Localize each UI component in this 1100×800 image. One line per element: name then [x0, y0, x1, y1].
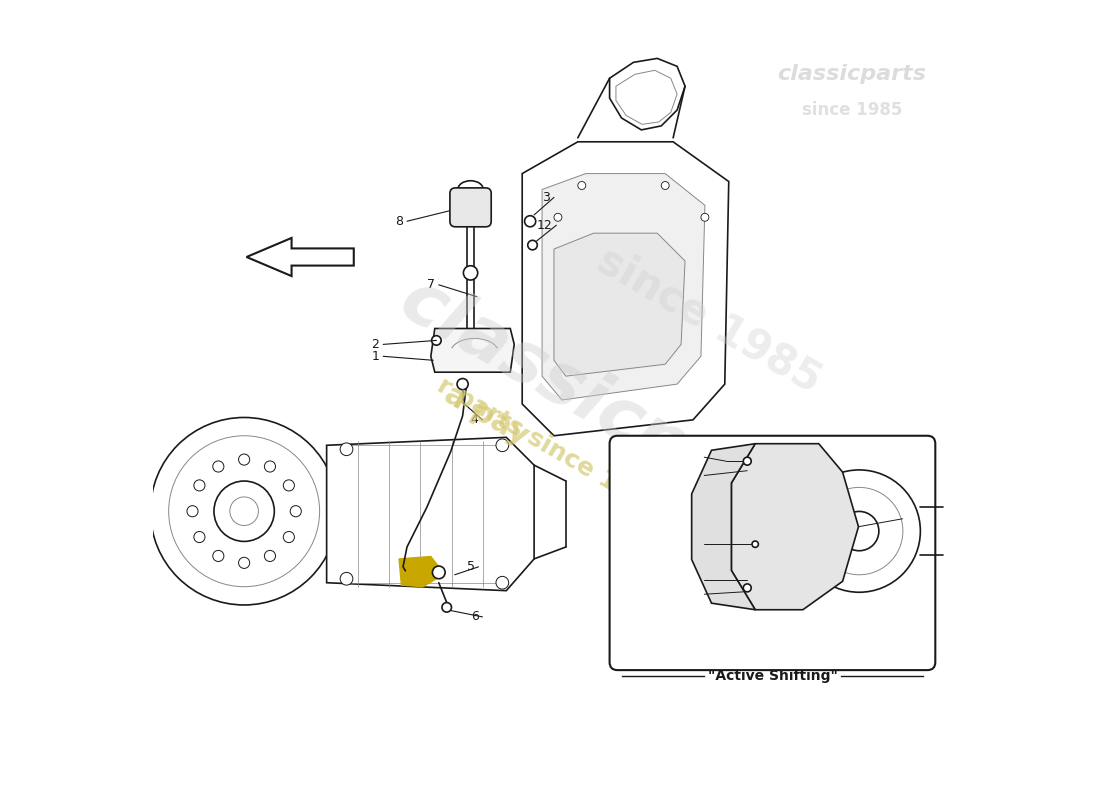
Polygon shape: [616, 70, 678, 124]
FancyBboxPatch shape: [450, 188, 492, 227]
Text: since 1985: since 1985: [590, 239, 828, 402]
Text: classicparts: classicparts: [778, 64, 926, 84]
Text: 3: 3: [542, 191, 550, 204]
Circle shape: [458, 378, 469, 390]
Circle shape: [194, 531, 205, 542]
Circle shape: [151, 418, 338, 605]
Text: 12: 12: [537, 218, 552, 232]
Text: 10: 10: [686, 590, 701, 599]
Text: 8: 8: [395, 214, 403, 228]
Circle shape: [284, 480, 295, 491]
Circle shape: [214, 481, 274, 542]
Text: 5: 5: [466, 560, 474, 574]
Polygon shape: [732, 444, 858, 610]
Text: 6: 6: [471, 610, 478, 623]
Circle shape: [264, 550, 275, 562]
Text: 1: 1: [372, 350, 379, 363]
Polygon shape: [554, 233, 685, 376]
Circle shape: [463, 266, 477, 280]
Circle shape: [284, 531, 295, 542]
Circle shape: [194, 480, 205, 491]
FancyBboxPatch shape: [609, 436, 935, 670]
Polygon shape: [692, 444, 756, 610]
Polygon shape: [246, 238, 354, 276]
Circle shape: [528, 240, 537, 250]
Circle shape: [442, 602, 451, 612]
Circle shape: [815, 487, 903, 574]
Polygon shape: [327, 438, 535, 590]
Circle shape: [212, 461, 224, 472]
Circle shape: [798, 470, 921, 592]
Text: 2: 2: [372, 338, 379, 351]
Circle shape: [230, 497, 258, 526]
Polygon shape: [522, 142, 728, 436]
Circle shape: [432, 566, 446, 578]
Text: 13: 13: [686, 539, 701, 549]
Circle shape: [701, 214, 708, 222]
Circle shape: [187, 506, 198, 517]
Text: a pay: a pay: [439, 380, 534, 451]
Circle shape: [496, 439, 508, 452]
Text: 4: 4: [471, 414, 478, 426]
Circle shape: [661, 182, 669, 190]
Polygon shape: [542, 174, 705, 400]
Circle shape: [554, 214, 562, 222]
Circle shape: [168, 436, 320, 586]
Circle shape: [290, 506, 301, 517]
Circle shape: [752, 541, 758, 547]
Text: since 1985: since 1985: [802, 101, 902, 119]
Circle shape: [340, 443, 353, 456]
Circle shape: [744, 584, 751, 592]
Circle shape: [839, 511, 879, 550]
Circle shape: [340, 572, 353, 585]
Text: 9: 9: [905, 514, 913, 524]
Circle shape: [264, 461, 275, 472]
Text: 7: 7: [427, 278, 434, 291]
Text: r parts since 1985: r parts since 1985: [433, 374, 667, 522]
Circle shape: [239, 454, 250, 465]
Circle shape: [212, 550, 224, 562]
Circle shape: [578, 182, 585, 190]
Text: 10: 10: [686, 452, 701, 462]
Polygon shape: [431, 329, 515, 372]
Text: 11: 11: [686, 575, 701, 585]
Text: 11: 11: [686, 470, 701, 481]
Circle shape: [525, 216, 536, 227]
Circle shape: [431, 336, 441, 345]
Polygon shape: [609, 58, 685, 130]
Polygon shape: [399, 557, 439, 586]
Circle shape: [239, 558, 250, 569]
Text: classicparts: classicparts: [387, 265, 840, 566]
Circle shape: [470, 200, 481, 211]
Text: "Active Shifting": "Active Shifting": [707, 670, 837, 683]
Circle shape: [744, 457, 751, 465]
Circle shape: [496, 576, 508, 589]
